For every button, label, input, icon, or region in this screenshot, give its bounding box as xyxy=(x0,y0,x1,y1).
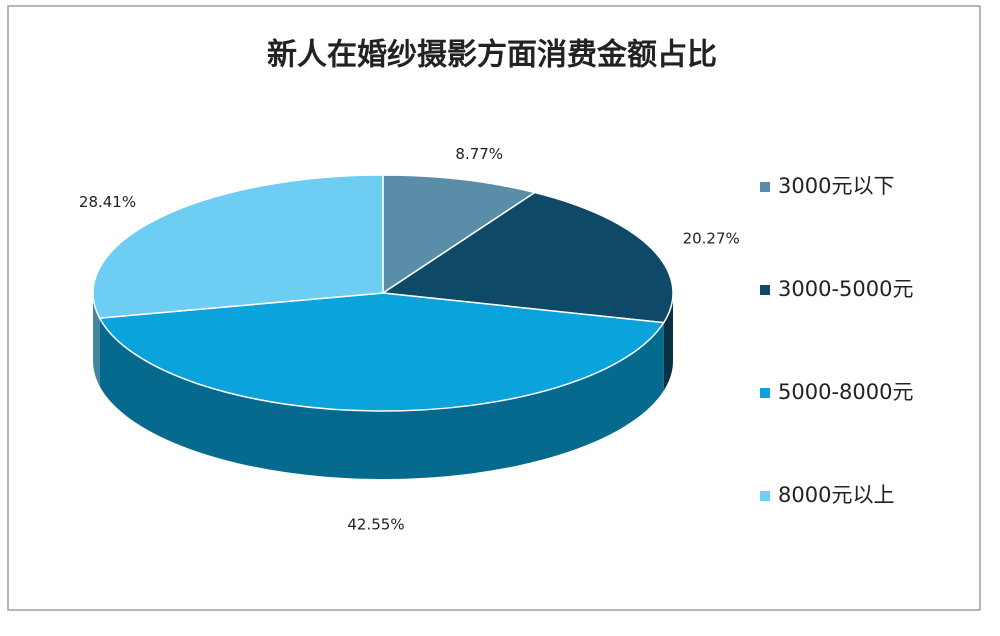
pie-slice xyxy=(92,174,384,319)
side-face xyxy=(99,318,664,480)
data-label: 8.77% xyxy=(455,145,503,163)
side-shade xyxy=(99,318,664,480)
pie-slice xyxy=(98,292,665,412)
legend-label: 3000元以下 xyxy=(778,174,894,198)
data-label: 20.27% xyxy=(683,230,740,248)
pie-slice xyxy=(380,191,674,324)
chart-title: 新人在婚纱摄影方面消费金额占比 xyxy=(267,38,717,73)
side-face xyxy=(663,293,673,391)
legend-swatch xyxy=(760,491,770,501)
pie-slice-side xyxy=(99,318,664,480)
side-shade xyxy=(663,293,673,391)
slice-top xyxy=(98,292,665,412)
legend-swatch xyxy=(760,285,770,295)
pie-sides xyxy=(93,293,673,480)
data-label: 28.41% xyxy=(79,193,136,211)
legend-swatch xyxy=(760,182,770,192)
pie-slice-side xyxy=(663,293,673,391)
pie-slice xyxy=(382,174,537,295)
slice-top xyxy=(380,191,674,324)
legend-label: 3000-5000元 xyxy=(778,277,913,301)
legend-swatch xyxy=(760,388,770,398)
pie-tops xyxy=(92,174,674,412)
data-label: 42.55% xyxy=(347,515,404,533)
legend-label: 5000-8000元 xyxy=(778,380,913,404)
slice-top xyxy=(92,174,384,319)
legend-label: 8000元以上 xyxy=(778,483,894,507)
slice-top xyxy=(382,174,537,295)
